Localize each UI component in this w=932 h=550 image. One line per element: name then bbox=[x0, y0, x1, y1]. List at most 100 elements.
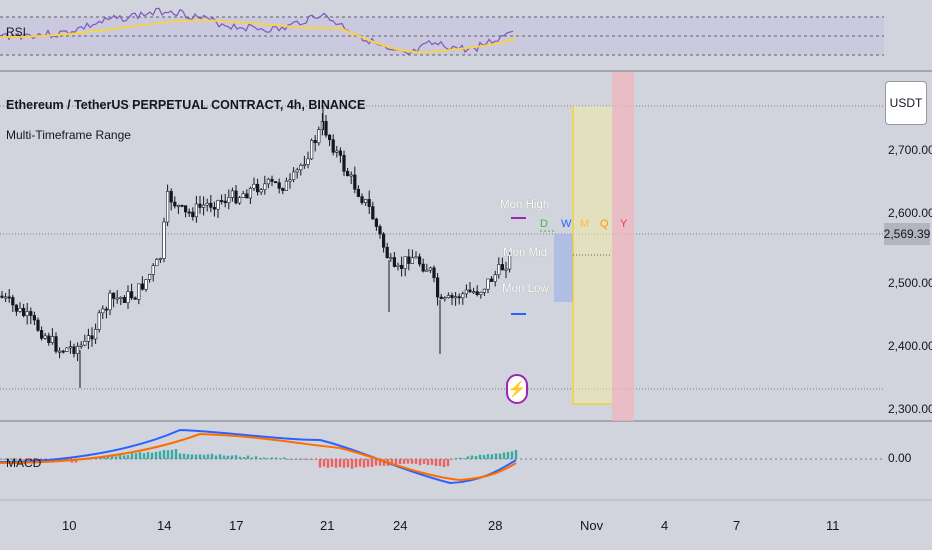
rsi-line bbox=[0, 7, 514, 55]
macd-histogram-bar bbox=[490, 454, 494, 459]
macd-histogram-bar bbox=[422, 459, 426, 464]
candle-body bbox=[385, 246, 389, 259]
macd-histogram-bar bbox=[498, 453, 502, 459]
candle-body bbox=[342, 155, 346, 172]
macd-histogram-bar bbox=[286, 459, 290, 460]
candle-body bbox=[133, 297, 137, 300]
macd-histogram-bar bbox=[394, 459, 398, 465]
candle-body bbox=[223, 200, 227, 204]
macd-histogram-bar bbox=[342, 459, 346, 468]
candle-body bbox=[396, 264, 400, 267]
candle-body bbox=[68, 346, 72, 349]
candle-body bbox=[263, 183, 267, 190]
candle-body bbox=[126, 291, 130, 303]
candle-body bbox=[464, 289, 469, 295]
mon-high-label: Mon High bbox=[500, 199, 550, 211]
candle-body bbox=[4, 296, 8, 299]
price-tick: 2,600.00 bbox=[888, 206, 932, 220]
macd-line bbox=[0, 428, 517, 485]
candle-body bbox=[324, 121, 328, 136]
candle-body bbox=[166, 191, 170, 223]
macd-histogram-bar bbox=[478, 454, 482, 459]
macd-histogram-bar bbox=[74, 459, 78, 463]
tf-weekly-label: W bbox=[561, 218, 572, 230]
candle-body bbox=[356, 188, 361, 197]
macd-histogram-bar bbox=[406, 459, 410, 464]
macd-histogram-bar bbox=[294, 458, 298, 460]
tf-daily-label: D bbox=[540, 218, 548, 230]
macd-histogram-bar bbox=[222, 455, 226, 459]
signal-line bbox=[0, 432, 517, 482]
macd-histogram-bar bbox=[506, 452, 510, 459]
candle-body bbox=[378, 226, 382, 235]
macd-histogram-bar bbox=[458, 457, 462, 459]
macd-histogram-bar bbox=[446, 459, 450, 467]
macd-histogram-bar bbox=[418, 459, 422, 466]
macd-histogram-bar bbox=[322, 459, 326, 467]
macd-histogram-bar bbox=[122, 455, 126, 459]
macd-histogram-bar bbox=[314, 459, 318, 460]
candle-body bbox=[18, 307, 22, 312]
candle-body bbox=[162, 221, 166, 259]
macd-histogram-bar bbox=[454, 457, 458, 459]
macd-histogram-bar bbox=[138, 452, 142, 459]
current-price-badge: 2,569.39 bbox=[884, 223, 930, 245]
macd-histogram-bar bbox=[414, 459, 418, 464]
candle-body bbox=[144, 279, 148, 290]
macd-histogram-bar bbox=[250, 457, 254, 459]
macd-histogram-bar bbox=[166, 450, 170, 459]
candle-body bbox=[29, 311, 33, 316]
candle-body bbox=[392, 257, 397, 267]
candle-body bbox=[266, 178, 271, 185]
macd-histogram-bar bbox=[258, 457, 262, 459]
candle-body bbox=[216, 200, 220, 210]
time-tick: Nov bbox=[580, 518, 604, 533]
mon-mid-label: Mon Mid bbox=[503, 247, 548, 259]
macd-histogram-bar bbox=[302, 458, 306, 460]
candle-body bbox=[345, 171, 350, 177]
candle-body bbox=[57, 350, 62, 353]
candle-body bbox=[176, 204, 181, 207]
candle-body bbox=[140, 283, 145, 290]
macd-histogram-bar bbox=[6, 459, 10, 460]
candle-body bbox=[180, 204, 184, 207]
rsi-label: RSI bbox=[6, 25, 27, 39]
candle-body bbox=[446, 295, 451, 298]
macd-histogram-bar bbox=[274, 457, 278, 459]
candle-body bbox=[155, 259, 159, 267]
currency-button[interactable]: USDT bbox=[885, 81, 927, 125]
macd-histogram-bar bbox=[142, 453, 146, 459]
macd-histogram-bar bbox=[390, 459, 394, 466]
macd-histogram-bar bbox=[26, 459, 30, 460]
price-tick: 2,500.00 bbox=[888, 276, 932, 290]
candle-body bbox=[47, 335, 51, 343]
macd-histogram-bar bbox=[226, 455, 230, 459]
candle-body bbox=[119, 297, 123, 299]
rsi-ma-line bbox=[0, 19, 516, 54]
macd-histogram-bar bbox=[442, 459, 446, 468]
candle-body bbox=[158, 258, 163, 260]
macd-histogram-bar bbox=[174, 449, 178, 459]
candle-body bbox=[443, 297, 447, 300]
lightning-bolt-icon[interactable]: ⚡ bbox=[506, 374, 528, 404]
candle-body bbox=[11, 297, 15, 306]
macd-histogram-bar bbox=[182, 453, 186, 459]
candle-body bbox=[414, 256, 418, 259]
macd-histogram-bar bbox=[242, 457, 246, 459]
macd-histogram-bar bbox=[334, 459, 338, 468]
macd-histogram-bar bbox=[106, 456, 110, 459]
weekly-range-box bbox=[554, 234, 573, 302]
candle-body bbox=[435, 277, 440, 298]
candle-body bbox=[241, 193, 245, 198]
macd-histogram-bar bbox=[310, 459, 314, 460]
candle-body bbox=[453, 296, 458, 299]
macd-zero-label: 0.00 bbox=[888, 451, 912, 465]
macd-histogram-bar bbox=[426, 459, 430, 466]
candle-body bbox=[439, 296, 443, 299]
macd-histogram-bar bbox=[470, 455, 474, 459]
macd-histogram-bar bbox=[198, 454, 202, 459]
indicator-name: Multi-Timeframe Range bbox=[6, 128, 131, 142]
candle-body bbox=[471, 291, 476, 294]
candle-body bbox=[248, 187, 253, 199]
